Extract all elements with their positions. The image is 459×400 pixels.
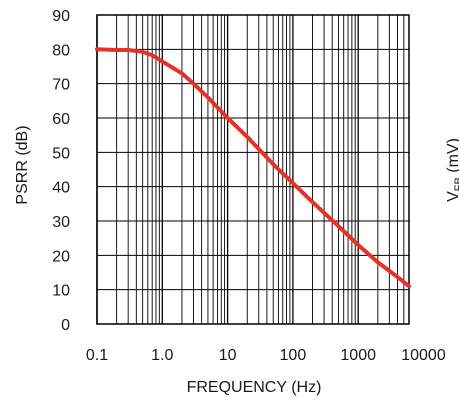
- x-tick-label: 0.1: [86, 347, 108, 364]
- grid-lines: [96, 14, 410, 325]
- y-tick-label: 10: [52, 283, 70, 300]
- x-tick-label: 10: [219, 347, 237, 364]
- x-tick-label: 100: [280, 347, 307, 364]
- y2-axis-label-sub: FB: [453, 177, 459, 191]
- y2-axis-label: VFB (mV): [445, 138, 459, 202]
- y-tick-label: 80: [52, 42, 70, 59]
- y-tick-label: 60: [52, 111, 70, 128]
- tick-labels: 0 10 20 30 40 50 60 70 80 90 0.1 1.0 10 100 1000 10000: [52, 8, 446, 364]
- y-tick-label: 90: [52, 8, 70, 25]
- y-tick-label: 70: [52, 77, 70, 94]
- psrr-series-line: [95, 47, 411, 289]
- y-tick-label: 20: [52, 248, 70, 265]
- y-tick-label: 30: [52, 214, 70, 231]
- y-tick-label: 50: [52, 145, 70, 162]
- x-tick-label: 10000: [401, 347, 446, 364]
- x-tick-label: 1.0: [151, 347, 173, 364]
- y-tick-label: 40: [52, 180, 70, 197]
- y2-axis-label-unit: (mV): [445, 138, 459, 177]
- x-axis-label: FREQUENCY (Hz): [187, 379, 322, 396]
- y2-axis-label-main: V: [445, 191, 459, 202]
- x-tick-label: 1000: [340, 347, 376, 364]
- y-axis-label: PSRR (dB): [14, 125, 31, 204]
- plot-frame: [96, 14, 410, 325]
- y-tick-label: 0: [61, 317, 70, 334]
